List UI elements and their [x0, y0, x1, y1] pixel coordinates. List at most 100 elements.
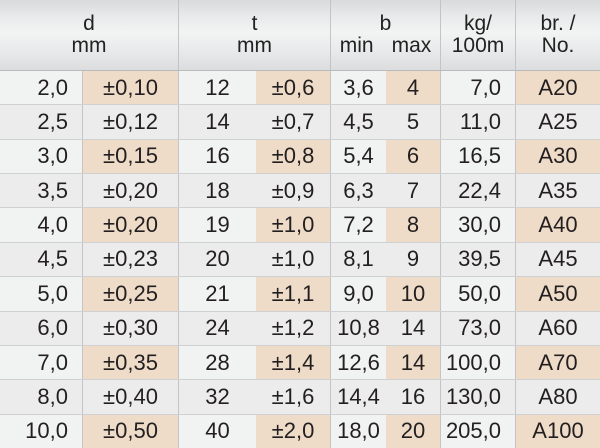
cell-d: 3,0 [37, 143, 68, 169]
cell-br: A70 [515, 345, 600, 380]
cell-t-tol: ±0,9 [271, 177, 315, 203]
cell-br: A40 [515, 208, 600, 242]
cell-b-min: 6,3 [330, 174, 386, 208]
cell-t: 16 [178, 139, 256, 174]
cell-kg: 7,0 [440, 71, 515, 105]
cell-t-tol: ±1,6 [271, 383, 315, 409]
table-row: 2,0 ±0,10 12 ±0,6 3,6 4 7,0 A20 [0, 71, 600, 106]
cell-b-max: 7 [406, 177, 420, 203]
cell-t: 12 [178, 71, 256, 105]
table-row: 4,5 ±0,23 20 ±1,0 8,1 9 39,5 A45 [0, 242, 600, 278]
cell-kg: 205,0 [440, 414, 515, 448]
table-row: 7,0 ±0,35 28 ±1,4 12,6 14 100,0 A70 [0, 345, 600, 381]
cell-b-max: 4 [386, 71, 440, 105]
cell-b-min: 5,4 [330, 139, 386, 174]
cell-t: 21 [178, 277, 256, 311]
cell-b-min: 18,0 [330, 414, 386, 448]
cell-t: 20 [178, 242, 256, 277]
cell-b-max: 14 [400, 315, 426, 341]
cell-b-max: 8 [386, 208, 440, 242]
table-row: 5,0 ±0,25 21 ±1,1 9,0 10 50,0 A50 [0, 277, 600, 312]
cell-br: A100 [515, 414, 600, 448]
cell-kg: 30,0 [440, 208, 515, 242]
table-header-row: d mm t mm b min max kg/ 100m br. / No. [0, 0, 600, 71]
cell-t-tol: ±1,1 [256, 277, 330, 311]
cell-t-tol: ±0,6 [256, 71, 330, 105]
cell-t-tol: ±2,0 [256, 414, 330, 448]
cell-kg: 73,0 [440, 311, 515, 345]
table-row: 10,0 ±0,50 40 ±2,0 18,0 20 205,0 A100 [0, 414, 600, 448]
cell-d-tol: ±0,12 [82, 105, 178, 139]
cell-d: 5,0 [37, 280, 68, 306]
cell-kg: 22,4 [440, 174, 515, 208]
cell-t-tol: ±1,0 [271, 246, 315, 272]
cell-b-max: 10 [386, 277, 440, 311]
cell-d: 2,5 [37, 109, 68, 135]
cell-br: A80 [515, 380, 600, 414]
cell-t-tol: ±0,8 [256, 139, 330, 174]
cell-t: 28 [178, 345, 256, 380]
cell-b-max: 5 [406, 109, 420, 135]
cell-b-min: 4,5 [330, 105, 386, 139]
cell-d-tol: ±0,20 [82, 208, 178, 242]
cell-b-min: 14,4 [330, 380, 386, 414]
cell-t: 18 [178, 174, 256, 208]
cell-t: 24 [178, 311, 256, 345]
cell-br: A45 [515, 242, 600, 277]
cell-t-tol: ±0,7 [271, 109, 315, 135]
cell-d-tol: ±0,15 [82, 139, 178, 174]
header-kg-line1: kg/ [463, 11, 492, 35]
cell-d-tol: ±0,40 [82, 380, 178, 414]
cell-d-tol: ±0,23 [82, 242, 178, 277]
cell-b-max: 6 [386, 139, 440, 174]
cell-d-tol: ±0,25 [82, 277, 178, 311]
cell-d-tol: ±0,20 [82, 174, 178, 208]
cell-kg: 16,5 [440, 139, 515, 174]
cell-kg: 39,5 [440, 242, 515, 277]
table-row: 3,0 ±0,15 16 ±0,8 5,4 6 16,5 A30 [0, 139, 600, 175]
cell-d-tol: ±0,35 [82, 345, 178, 380]
cell-d: 8,0 [37, 383, 68, 409]
header-br-line1: br. / [540, 11, 576, 35]
table-row: 2,5 ±0,12 14 ±0,7 4,5 5 11,0 A25 [0, 105, 600, 140]
cell-t-tol: ±1,2 [271, 315, 315, 341]
cell-d: 4,0 [37, 212, 68, 238]
cell-d: 10,0 [25, 418, 68, 444]
cell-b-max: 20 [386, 414, 440, 448]
cell-t: 32 [178, 380, 256, 414]
table-row: 3,5 ±0,20 18 ±0,9 6,3 7 22,4 A35 [0, 174, 600, 209]
cell-b-max: 16 [400, 383, 426, 409]
cell-b-min: 3,6 [330, 71, 386, 105]
header-group-kg: kg/ 100m [440, 0, 515, 70]
header-d-unit: mm [71, 34, 107, 57]
table-row: 8,0 ±0,40 32 ±1,6 14,4 16 130,0 A80 [0, 380, 600, 415]
cell-d: 7,0 [37, 349, 68, 375]
header-b-min: min [339, 34, 374, 57]
cell-br: A25 [515, 105, 600, 139]
cell-t: 40 [178, 414, 256, 448]
cell-b-min: 8,1 [330, 242, 386, 277]
header-t-symbol: t [251, 11, 258, 35]
cell-br: A20 [515, 71, 600, 105]
cell-br: A50 [515, 277, 600, 311]
cell-b-max: 9 [406, 246, 420, 272]
cell-kg: 11,0 [440, 105, 515, 139]
header-group-d: d mm [0, 0, 178, 70]
header-b-symbol: b [379, 11, 392, 35]
cell-t-tol: ±1,4 [256, 345, 330, 380]
cell-br: A30 [515, 139, 600, 174]
cell-kg: 50,0 [440, 277, 515, 311]
cell-d: 6,0 [37, 315, 68, 341]
cell-d-tol: ±0,50 [82, 414, 178, 448]
cell-b-min: 9,0 [330, 277, 386, 311]
cell-br: A60 [515, 311, 600, 345]
cell-b-min: 10,8 [330, 311, 386, 345]
cell-d-tol: ±0,30 [82, 311, 178, 345]
header-d-symbol: d [83, 11, 95, 35]
cell-d: 4,5 [37, 246, 68, 272]
cell-b-min: 12,6 [330, 345, 386, 380]
header-kg-line2: 100m [451, 34, 505, 57]
cell-t: 14 [178, 105, 256, 139]
cell-t: 19 [178, 208, 256, 242]
cell-kg: 100,0 [440, 345, 515, 380]
